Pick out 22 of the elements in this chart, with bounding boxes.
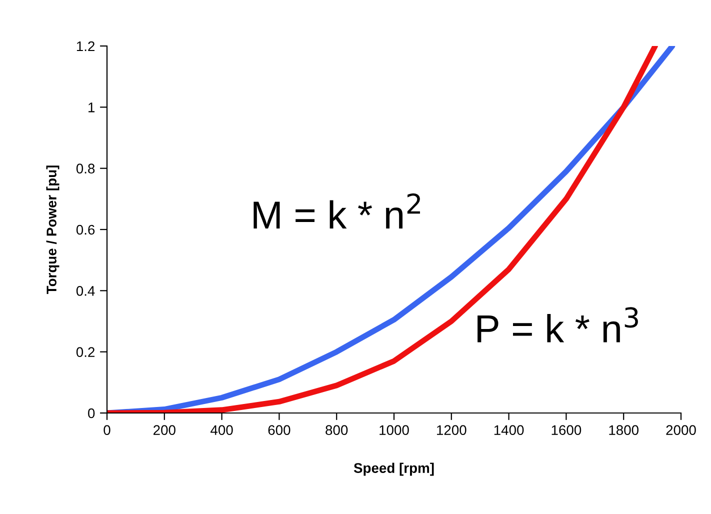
x-tick-label: 800: [326, 425, 348, 436]
x-tick-label: 1400: [494, 425, 524, 436]
x-tick-label: 1000: [380, 425, 409, 436]
x-tick-label: 1600: [552, 425, 582, 436]
y-tick-label: 1: [88, 102, 95, 112]
y-tick-label: 1.2: [76, 41, 94, 52]
y-tick-label: 0.4: [76, 286, 95, 296]
x-tick-label: 400: [210, 425, 233, 436]
y-tick-label: 0.8: [76, 164, 95, 174]
x-tick-label: 0: [104, 425, 110, 436]
x-tick-label: 200: [154, 425, 176, 436]
y-tick-label: 0: [88, 408, 95, 418]
x-tick-label: 1800: [609, 425, 639, 436]
y-axis-title: Torque / Power [pu]: [46, 166, 60, 294]
y-tick-label: 0.2: [76, 347, 94, 358]
x-tick-label: 1200: [437, 425, 466, 436]
y-tick-label: 0.6: [76, 224, 95, 235]
annotation: M = k * n$^{2}$: [254, 193, 420, 228]
annotation: P = k * n$^{3}$: [478, 307, 638, 342]
x-axis-title: Speed [rpm]: [354, 462, 434, 476]
x-tick-label: 2000: [666, 425, 696, 436]
x-tick-label: 600: [268, 425, 290, 436]
